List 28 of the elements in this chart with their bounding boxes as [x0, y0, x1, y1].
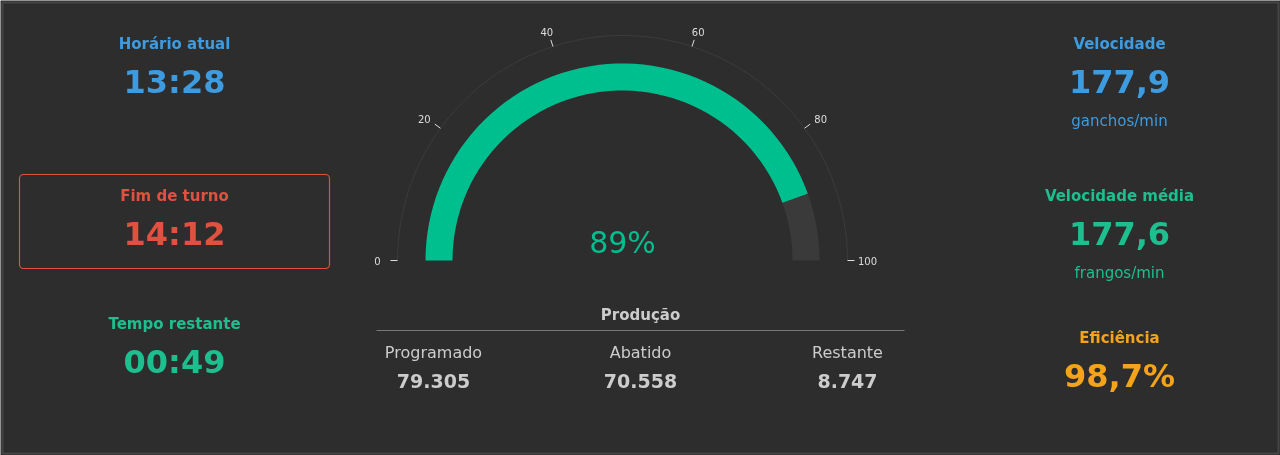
- category-label: Abatido: [609, 343, 672, 362]
- text: Velocidade: [1073, 34, 1166, 53]
- text: Horário atual: [118, 34, 231, 53]
- text: ganchos/min: [1071, 111, 1168, 130]
- text: 40: [540, 27, 554, 39]
- text: 98,7%: [1063, 356, 1176, 395]
- text: 79.305: [396, 369, 471, 392]
- text: 100: [857, 255, 878, 267]
- text: Velocidade média: [1044, 186, 1195, 205]
- text: 13:28: [123, 62, 226, 101]
- text: 00:49: [123, 342, 226, 381]
- text: 8.747: [817, 369, 878, 392]
- text: Tempo restante: [108, 314, 241, 333]
- text: 177,6: [1068, 215, 1171, 253]
- text: 177,9: [1068, 63, 1171, 101]
- category-label: Restante: [812, 343, 883, 362]
- text: frangos/min: [1074, 263, 1165, 282]
- text: 20: [417, 114, 431, 126]
- text: 70.558: [603, 369, 678, 392]
- text: 0: [374, 255, 381, 267]
- text: 80: [814, 114, 828, 126]
- text: Produção: [600, 305, 681, 324]
- category-label: Programado: [384, 343, 483, 362]
- text: 14:12: [123, 214, 226, 253]
- data-label: 89%: [589, 225, 656, 260]
- text: Eficiência: [1079, 328, 1160, 347]
- text: 60: [691, 27, 705, 39]
- text: Fim de turno: [120, 186, 229, 205]
